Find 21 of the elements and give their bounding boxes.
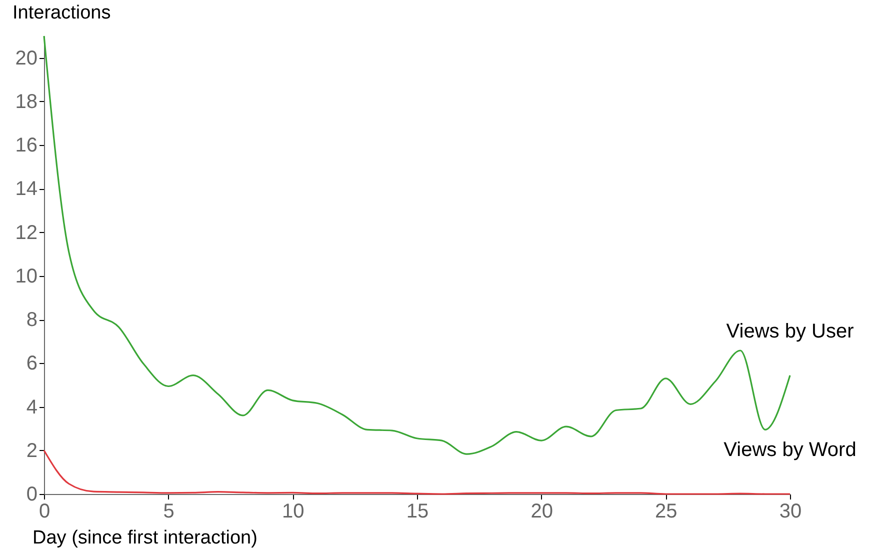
y-tick-label: 12: [15, 222, 38, 244]
x-tick-label: 25: [655, 500, 678, 522]
y-tick-label: 0: [26, 484, 38, 506]
y-tick-label: 2: [26, 440, 38, 462]
x-tick-label: 30: [779, 500, 802, 522]
x-tick-label: 20: [530, 500, 553, 522]
y-tick-label: 8: [26, 309, 38, 332]
x-tick-label: 10: [282, 500, 304, 522]
x-tick-label: 15: [406, 500, 429, 522]
series-label: Views by Word: [724, 439, 856, 461]
y-tick-label: 14: [15, 178, 38, 200]
y-tick-label: 16: [15, 134, 38, 157]
y-tick-label: 6: [26, 352, 38, 375]
y-tick-label: 18: [15, 90, 38, 113]
x-tick-label: 5: [163, 500, 174, 522]
series-label: Views by User: [726, 320, 854, 342]
y-tick-label: 20: [15, 47, 38, 70]
y-axis-title: Interactions: [12, 2, 111, 24]
y-tick-label: 4: [26, 396, 38, 418]
x-axis-title: Day (since first interaction): [32, 528, 258, 548]
y-tick-label: 10: [15, 265, 38, 288]
